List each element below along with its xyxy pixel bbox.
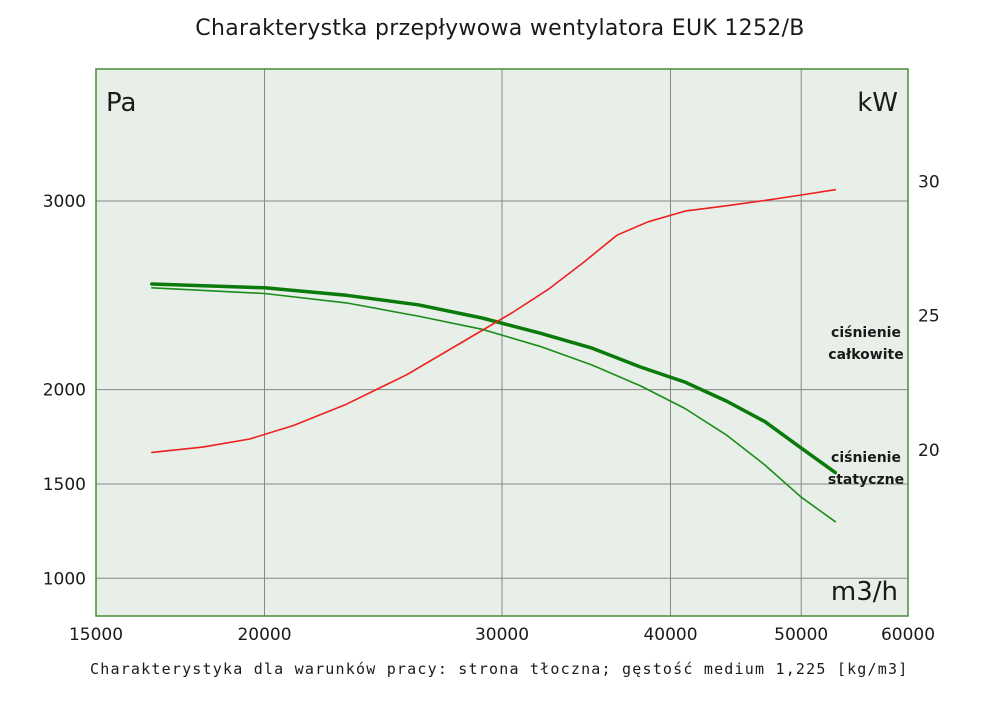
- y-right-tick-label: 30: [918, 173, 940, 193]
- x-axis-label: m3/h: [831, 577, 898, 607]
- x-tick-label: 60000: [881, 625, 935, 645]
- y-right-tick-label: 25: [918, 307, 940, 327]
- x-tick-label: 20000: [237, 625, 291, 645]
- chart-title: Charakterystka przepływowa wentylatora E…: [195, 16, 805, 41]
- x-tick-label: 15000: [69, 625, 123, 645]
- chart-footnote: Charakterystyka dla warunków pracy: stro…: [90, 660, 909, 678]
- y-right-axis-label: kW: [857, 88, 898, 118]
- series-label: całkowite: [828, 347, 903, 363]
- series-label: ciśnienie: [831, 325, 901, 341]
- series-label: ciśnienie: [831, 450, 901, 466]
- y-left-tick-label: 2000: [43, 381, 86, 401]
- y-left-tick-label: 3000: [43, 192, 86, 212]
- series-label: statyczne: [828, 472, 904, 488]
- y-right-tick-label: 20: [918, 441, 940, 461]
- plot-frame: [95, 68, 909, 617]
- series-line-2: [151, 188, 837, 454]
- x-tick-label: 40000: [643, 625, 697, 645]
- series-line-1: [151, 287, 837, 523]
- series-line-0: [150, 282, 838, 475]
- y-left-axis-label: Pa: [106, 88, 136, 118]
- y-left-tick-label: 1000: [43, 569, 86, 589]
- y-left-tick-label: 1500: [43, 475, 86, 495]
- x-tick-label: 30000: [475, 625, 529, 645]
- x-tick-label: 50000: [774, 625, 828, 645]
